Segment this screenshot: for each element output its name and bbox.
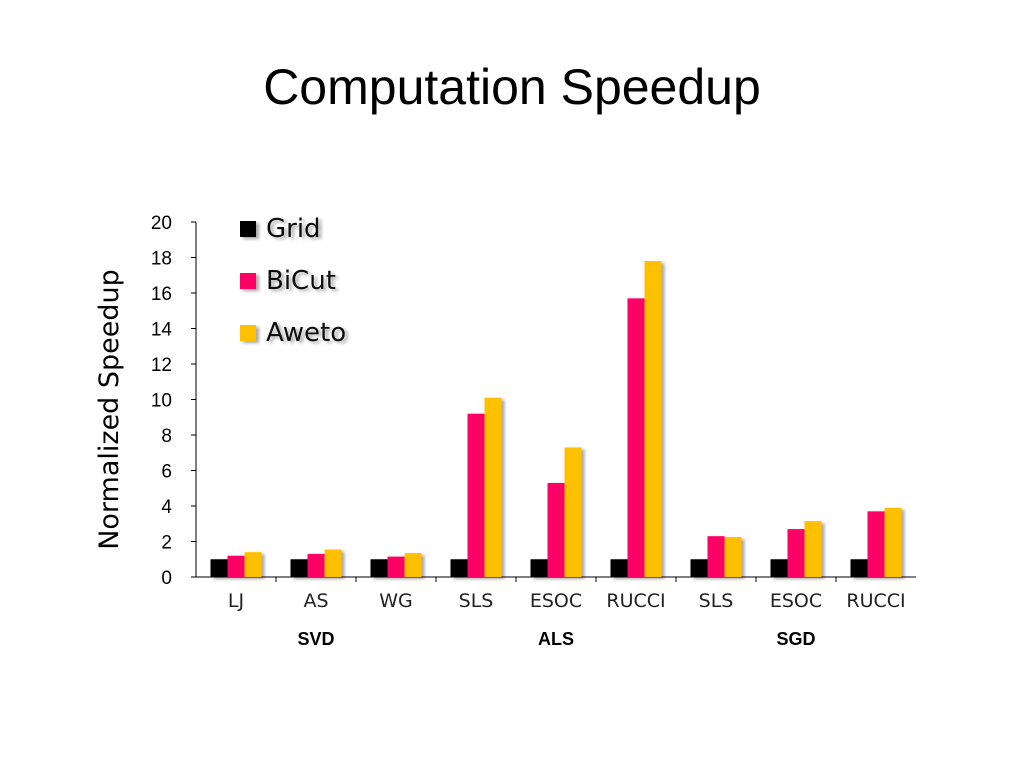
bar-grid-3 bbox=[450, 559, 468, 577]
x-tick-label: RUCCI bbox=[846, 590, 905, 612]
bar-aweto-5 bbox=[644, 261, 662, 577]
chart-bars bbox=[210, 261, 902, 577]
bar-bicut-2 bbox=[387, 556, 405, 577]
legend-label-aweto: Aweto bbox=[266, 318, 346, 348]
bar-aweto-2 bbox=[404, 553, 422, 577]
group-label: SVD bbox=[297, 629, 334, 649]
bar-grid-8 bbox=[850, 559, 868, 577]
bar-aweto-1 bbox=[324, 549, 342, 577]
x-tick-label: LJ bbox=[228, 590, 244, 612]
y-tick-label: 6 bbox=[161, 462, 172, 483]
y-tick-label: 18 bbox=[151, 249, 172, 270]
bar-grid-4 bbox=[530, 559, 548, 577]
group-label: SGD bbox=[776, 629, 815, 649]
chart-legend: Grid BiCut Aweto bbox=[240, 214, 346, 348]
bar-bicut-7 bbox=[787, 529, 805, 577]
bar-grid-5 bbox=[610, 559, 628, 577]
y-tick-label: 12 bbox=[151, 355, 172, 376]
x-tick-label: RUCCI bbox=[606, 590, 665, 612]
x-tick-label: SLS bbox=[699, 590, 734, 612]
y-tick-label: 8 bbox=[161, 426, 172, 447]
y-tick-label: 10 bbox=[151, 391, 172, 412]
bar-bicut-3 bbox=[467, 413, 485, 577]
bar-bicut-0 bbox=[227, 555, 245, 577]
y-tick-label: 2 bbox=[161, 533, 172, 554]
bar-bicut-1 bbox=[307, 553, 325, 577]
y-tick-label: 20 bbox=[151, 213, 172, 234]
x-tick-label: AS bbox=[303, 590, 328, 612]
bar-bicut-6 bbox=[707, 536, 725, 577]
bar-aweto-8 bbox=[884, 507, 902, 577]
bar-aweto-7 bbox=[804, 521, 822, 577]
y-tick-label: 14 bbox=[151, 320, 173, 341]
bar-grid-6 bbox=[690, 559, 708, 577]
bar-aweto-0 bbox=[244, 552, 262, 577]
bar-grid-0 bbox=[210, 559, 228, 577]
group-label: ALS bbox=[538, 629, 574, 649]
y-axis-title: Normalized Speedup bbox=[94, 269, 125, 550]
bar-bicut-8 bbox=[867, 511, 885, 577]
y-tick-label: 0 bbox=[161, 568, 172, 589]
legend-label-grid: Grid bbox=[266, 214, 321, 244]
legend-swatch-aweto bbox=[240, 325, 256, 341]
x-tick-label: SLS bbox=[459, 590, 494, 612]
x-tick-label: ESOC bbox=[770, 590, 822, 612]
slide-title: Computation Speedup bbox=[263, 59, 761, 115]
bar-bicut-4 bbox=[547, 482, 565, 577]
legend-swatch-grid bbox=[240, 221, 256, 237]
bar-grid-7 bbox=[770, 559, 788, 577]
legend-label-bicut: BiCut bbox=[266, 266, 336, 296]
bar-bicut-5 bbox=[627, 298, 645, 577]
bar-grid-1 bbox=[290, 559, 308, 577]
x-tick-label: ESOC bbox=[530, 590, 582, 612]
x-tick-label: WG bbox=[379, 590, 413, 612]
y-tick-label: 4 bbox=[161, 497, 172, 518]
legend-swatch-bicut bbox=[240, 273, 256, 289]
chart-labels: Normalized Speedup LJ AS WG SLS ESOC RUCCI SLS E… bbox=[94, 269, 906, 649]
bar-grid-2 bbox=[370, 559, 388, 577]
bar-aweto-3 bbox=[484, 397, 502, 577]
y-tick-label: 16 bbox=[151, 284, 172, 305]
bar-aweto-6 bbox=[724, 537, 742, 577]
bar-aweto-4 bbox=[564, 447, 582, 577]
